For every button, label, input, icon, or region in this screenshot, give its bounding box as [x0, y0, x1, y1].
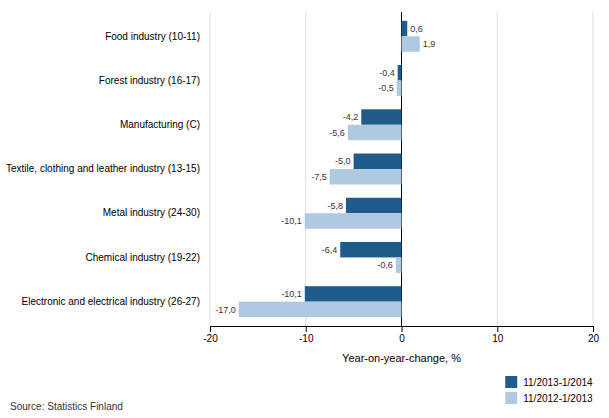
- x-tick-mark: [210, 326, 211, 332]
- data-label: -4,2: [343, 112, 359, 122]
- bar: [239, 302, 402, 317]
- data-label: 0,6: [410, 24, 423, 34]
- legend-swatch: [505, 392, 517, 404]
- x-axis-title: Year-on-year-change, %: [342, 352, 461, 364]
- y-tick-label: Metal industry (24-30): [103, 207, 200, 218]
- grid: [210, 12, 593, 326]
- series: [239, 36, 420, 317]
- x-tick-mark: [306, 326, 307, 332]
- x-axis-line: [211, 327, 594, 333]
- data-label: -6,4: [322, 245, 338, 255]
- bar: [340, 242, 401, 257]
- annotation: Source: Statistics Finland: [10, 401, 123, 412]
- legend-item: 11/2013-1/2014: [505, 376, 593, 388]
- bar: [346, 198, 402, 213]
- plot: -10,1 -6,4 -5,8 -5,0 -4,2 -0,4 0,6 -17,0 -0,6 -10…: [6, 12, 599, 364]
- data-label: -0,5: [378, 83, 394, 93]
- bar: [305, 213, 402, 228]
- x-axis: -20 -10 0 10 20: [203, 326, 599, 344]
- y-tick-label: Food industry (10-11): [105, 31, 200, 42]
- bar: [397, 81, 402, 96]
- x-tick-mark: [593, 326, 594, 332]
- bar: [330, 169, 402, 184]
- x-tick-label: -20: [203, 333, 218, 344]
- chart: -10,1 -6,4 -5,8 -5,0 -4,2 -0,4 0,6 -17,0 -0,6 -10…: [0, 0, 609, 418]
- x-tick-label: 0: [399, 333, 405, 344]
- bar: [361, 109, 401, 124]
- y-tick: Metal industry (24-30): [103, 207, 200, 218]
- y-tick: Food industry (10-11): [105, 31, 200, 42]
- y-axis: Food industry (10-11) Forest industry (16…: [6, 31, 200, 307]
- bar: [396, 257, 402, 272]
- legend-swatch: [505, 376, 517, 388]
- data-label: -0,4: [379, 68, 395, 78]
- y-tick: Electronic and electrical industry (26-2…: [22, 296, 200, 307]
- y-tick-label: Forest industry (16-17): [99, 75, 200, 86]
- data-label: -0,6: [377, 260, 393, 270]
- grid-line: [497, 12, 498, 326]
- x-tick: 20: [588, 326, 600, 344]
- x-tick: 10: [492, 326, 504, 344]
- x-tick-label: 20: [588, 333, 600, 344]
- grid-line: [305, 12, 306, 326]
- bar: [305, 286, 402, 301]
- y-tick-label: Textile, clothing and leather industry (…: [6, 163, 200, 174]
- data-label: -5,8: [327, 201, 343, 211]
- data-label: -7,5: [311, 172, 327, 182]
- legend-label: 11/2013-1/2014: [523, 377, 593, 388]
- x-tick: 0: [399, 326, 405, 344]
- x-tick: -20: [203, 326, 218, 344]
- legend-label: 11/2012-1/2013: [523, 393, 593, 404]
- y-tick-label: Manufacturing (C): [120, 119, 200, 130]
- data-label: -5,6: [329, 128, 345, 138]
- x-tick: -10: [299, 326, 314, 344]
- bar: [402, 21, 408, 36]
- legend: 11/2013-1/2014 11/2012-1/2013: [505, 376, 593, 404]
- x-tick-mark: [402, 326, 403, 332]
- x-tick-label: 10: [492, 333, 504, 344]
- y-tick: Textile, clothing and leather industry (…: [6, 163, 200, 174]
- data-label: 1,9: [423, 39, 436, 49]
- data-label: -5,0: [335, 156, 351, 166]
- grid-line: [593, 12, 594, 326]
- x-tick-label: -10: [299, 333, 314, 344]
- data-label: -10,1: [281, 216, 302, 226]
- bar: [402, 36, 420, 51]
- data-label: -17,0: [215, 305, 236, 315]
- y-tick-label: Chemical industry (19-22): [86, 252, 201, 263]
- y-tick-label: Electronic and electrical industry (26-2…: [22, 296, 200, 307]
- y-tick: Forest industry (16-17): [99, 75, 200, 86]
- data-labels: -10,1 -6,4 -5,8 -5,0 -4,2 -0,4 0,6 -17,0 -0,6 -10…: [215, 24, 435, 315]
- series: [305, 21, 407, 302]
- y-tick: Manufacturing (C): [120, 119, 200, 130]
- bar: [348, 125, 402, 140]
- y-tick: Chemical industry (19-22): [86, 252, 201, 263]
- legend-item: 11/2012-1/2013: [505, 392, 593, 404]
- grid-line: [210, 12, 211, 326]
- data-label: -10,1: [281, 289, 302, 299]
- x-tick-mark: [497, 326, 498, 332]
- bar: [398, 65, 402, 80]
- bars: [239, 21, 420, 317]
- bar: [354, 154, 402, 169]
